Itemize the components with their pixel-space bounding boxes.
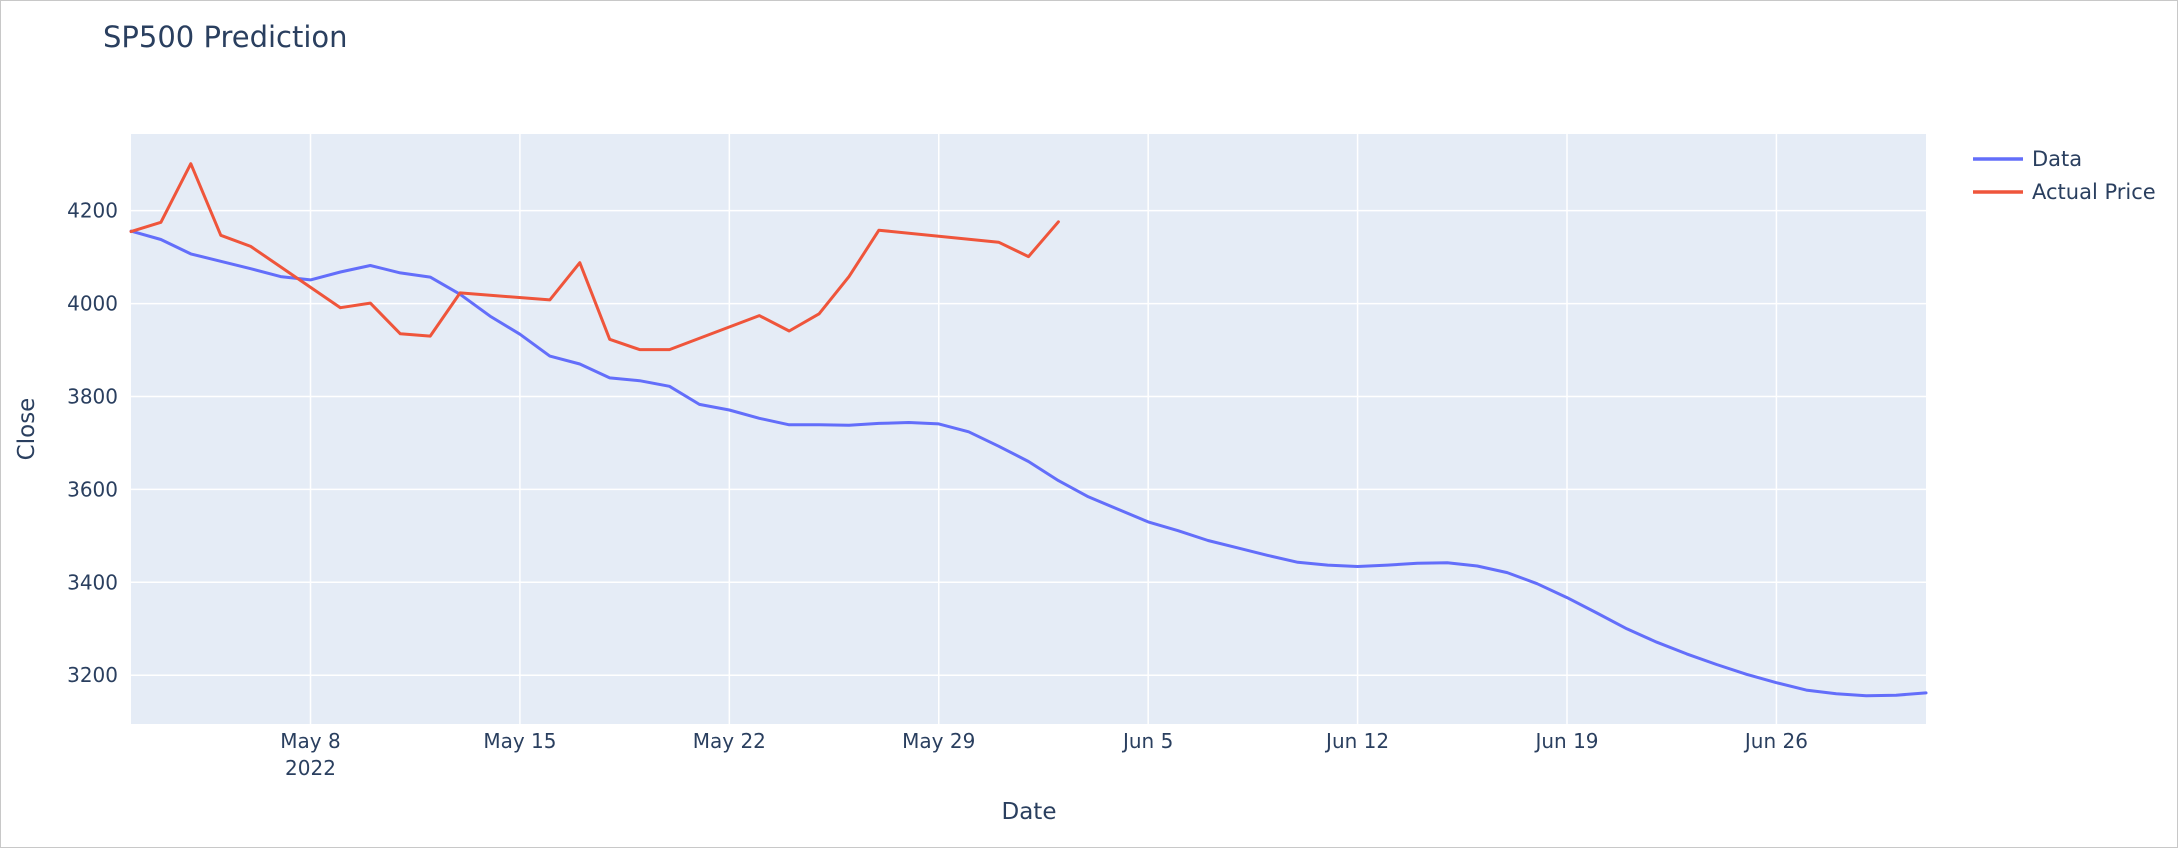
legend[interactable]: Data Actual Price xyxy=(1973,147,2156,204)
plot-area xyxy=(131,134,1926,724)
x-tick-label: Jun 5 xyxy=(1121,729,1173,753)
y-tick-label: 4000 xyxy=(67,292,118,316)
series-line-data[interactable] xyxy=(129,229,1928,698)
legend-label: Actual Price xyxy=(2032,180,2156,204)
x-tick-label: May 15 xyxy=(483,729,556,753)
x-axis-title: Date xyxy=(1002,799,1057,825)
y-tick-label: 3800 xyxy=(67,384,118,408)
x-tick-label: Jun 12 xyxy=(1324,729,1389,753)
y-axis-title: Close xyxy=(14,398,40,461)
x-tick-label: May 8 xyxy=(280,729,340,753)
y-tick-label: 4200 xyxy=(67,199,118,223)
legend-item[interactable]: Data xyxy=(1973,147,2082,171)
x-tick-label: May 29 xyxy=(902,729,975,753)
y-tick-label: 3600 xyxy=(67,477,118,501)
axis-ticks: 3200 3400 3600 3800 4000 4200 May 8 2022 May 15 M… xyxy=(67,199,1808,780)
x-tick-label: Jun 26 xyxy=(1743,729,1808,753)
x-tick-sublabel: 2022 xyxy=(285,756,336,780)
grid-lines xyxy=(131,134,1926,724)
x-tick-label: Jun 19 xyxy=(1533,729,1598,753)
y-tick-label: 3200 xyxy=(67,663,118,687)
y-tick-label: 3400 xyxy=(67,570,118,594)
series-line-actual-price[interactable] xyxy=(129,162,1060,352)
legend-label: Data xyxy=(2032,147,2082,171)
x-tick-label: May 22 xyxy=(693,729,766,753)
legend-item[interactable]: Actual Price xyxy=(1973,180,2156,204)
series-layer xyxy=(129,162,1928,698)
chart-title: SP500 Prediction xyxy=(103,20,348,54)
